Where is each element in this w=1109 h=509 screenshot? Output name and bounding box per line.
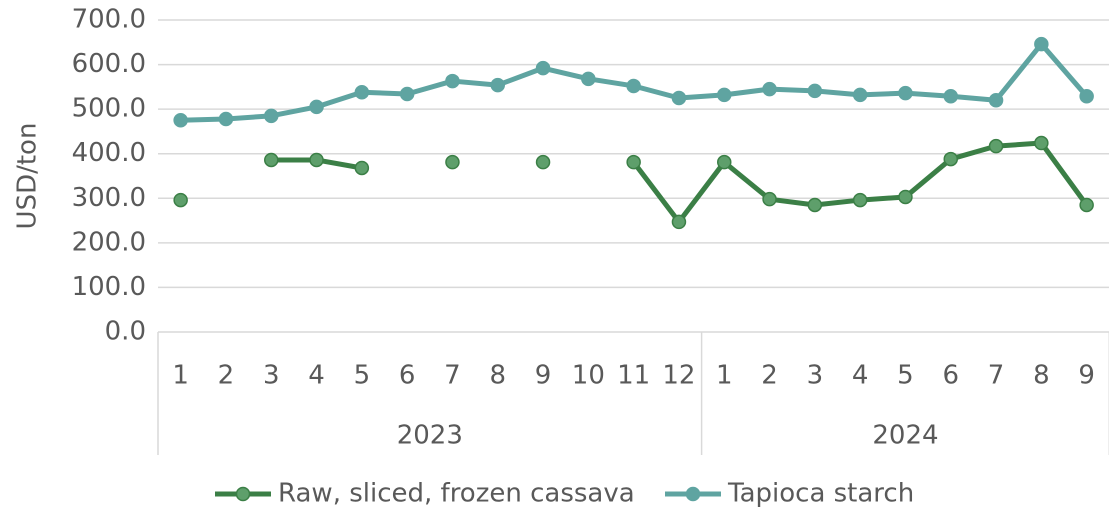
point bbox=[898, 189, 913, 205]
point bbox=[309, 152, 324, 168]
point bbox=[264, 152, 279, 168]
point bbox=[717, 154, 732, 170]
x-tick-label: 11 bbox=[617, 361, 650, 391]
x-tick-label: 5 bbox=[897, 361, 914, 391]
x-tick-label: 12 bbox=[662, 361, 695, 391]
point bbox=[581, 71, 596, 87]
point bbox=[1034, 36, 1049, 52]
y-tick-label: 400.0 bbox=[72, 138, 146, 168]
y-tick-label: 600.0 bbox=[72, 49, 146, 79]
point bbox=[717, 87, 732, 103]
point bbox=[762, 81, 777, 97]
point bbox=[173, 192, 188, 208]
x-tick-label: 2 bbox=[218, 361, 235, 391]
y-tick-label: 300.0 bbox=[72, 183, 146, 213]
x-tick-label: 6 bbox=[399, 361, 416, 391]
x-tick-label: 6 bbox=[942, 361, 959, 391]
x-tick-label: 7 bbox=[988, 361, 1005, 391]
point bbox=[807, 83, 823, 99]
x-tick-label: 3 bbox=[807, 361, 824, 391]
point bbox=[988, 92, 1004, 108]
point bbox=[1079, 197, 1094, 213]
point bbox=[445, 154, 460, 170]
y-tick-label: 500.0 bbox=[72, 94, 146, 124]
point bbox=[445, 73, 460, 89]
point bbox=[173, 113, 188, 128]
legend-marker bbox=[235, 486, 251, 502]
y-axis-title: USD/ton bbox=[13, 123, 43, 230]
point bbox=[807, 197, 823, 213]
point bbox=[943, 151, 958, 167]
x-tick-label: 7 bbox=[444, 361, 461, 391]
point bbox=[943, 88, 958, 104]
point bbox=[354, 160, 370, 176]
y-tick-label: 700.0 bbox=[72, 5, 146, 35]
point bbox=[354, 84, 370, 100]
x-tick-label: 10 bbox=[572, 361, 605, 391]
y-tick-label: 0.0 bbox=[105, 317, 146, 347]
x-tick-label: 2 bbox=[761, 361, 778, 391]
x-tick-label: 8 bbox=[1033, 361, 1050, 391]
x-tick-label: 9 bbox=[535, 361, 552, 391]
point bbox=[852, 87, 868, 103]
x-tick-label: 3 bbox=[263, 361, 280, 391]
x-tick-label: 9 bbox=[1078, 361, 1095, 391]
point bbox=[671, 214, 687, 230]
legend-label: Tapioca starch bbox=[727, 479, 914, 509]
y-tick-label: 100.0 bbox=[72, 272, 146, 302]
point bbox=[399, 86, 415, 102]
legend-label: Raw, sliced, frozen cassava bbox=[278, 479, 635, 509]
point bbox=[309, 99, 324, 115]
x-tick-label: 4 bbox=[852, 361, 869, 391]
series-line bbox=[271, 140, 1089, 225]
x-tick-label: 8 bbox=[489, 361, 506, 391]
x-tick-label: 1 bbox=[716, 361, 733, 391]
point bbox=[626, 154, 641, 170]
point bbox=[535, 60, 551, 76]
point bbox=[264, 108, 279, 124]
point bbox=[1034, 135, 1049, 151]
point bbox=[898, 85, 913, 101]
point bbox=[535, 154, 551, 170]
legend-marker bbox=[685, 486, 701, 502]
point bbox=[218, 111, 234, 127]
y-tick-label: 200.0 bbox=[72, 227, 146, 257]
x-tick-label: 1 bbox=[172, 361, 189, 391]
point bbox=[671, 90, 687, 106]
point bbox=[762, 191, 777, 207]
x-group-label: 2024 bbox=[872, 421, 938, 451]
point bbox=[1079, 88, 1094, 104]
x-tick-label: 5 bbox=[354, 361, 371, 391]
point bbox=[626, 78, 641, 94]
x-group-label: 2023 bbox=[397, 421, 463, 451]
point bbox=[988, 138, 1004, 154]
point bbox=[490, 77, 505, 93]
x-tick-label: 4 bbox=[308, 361, 325, 391]
point bbox=[852, 192, 868, 208]
